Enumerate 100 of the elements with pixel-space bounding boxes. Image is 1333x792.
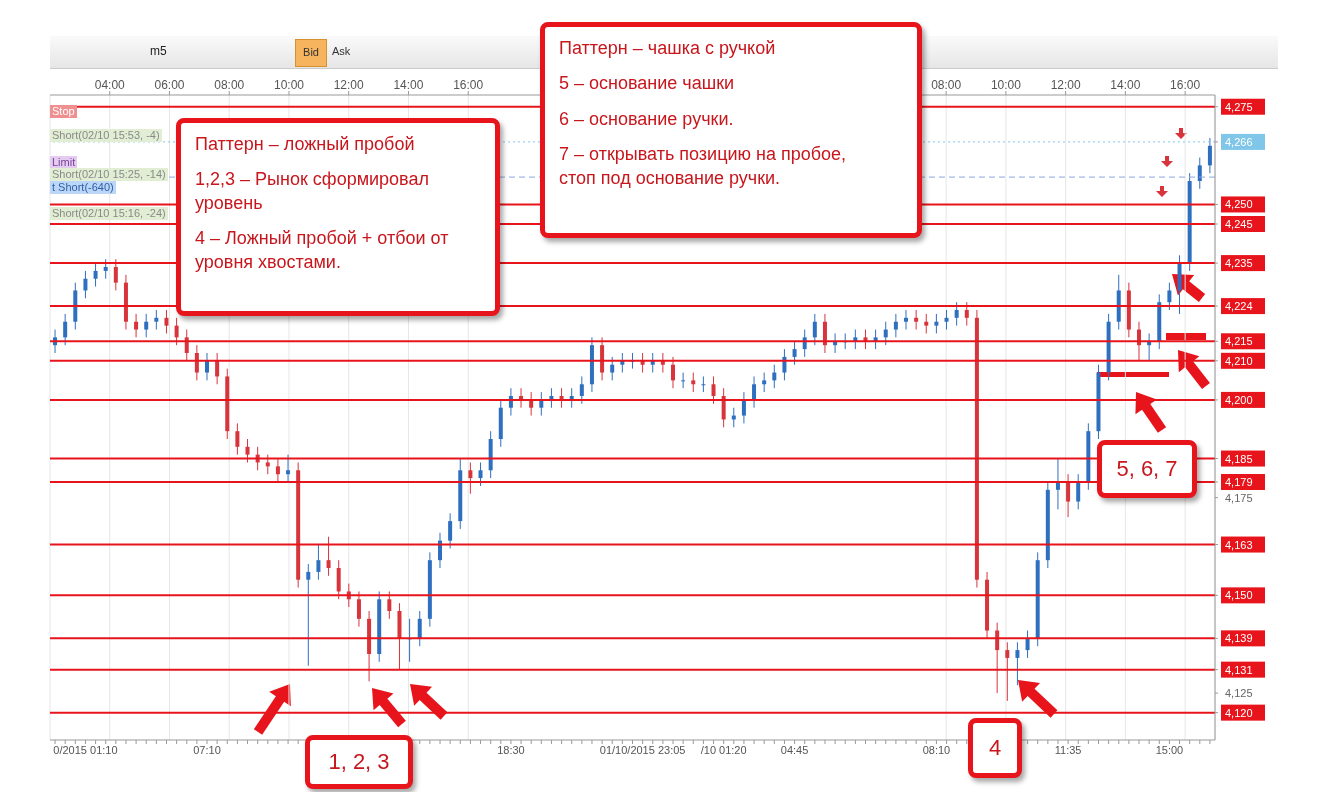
y-tick-label: 4,150 bbox=[1225, 589, 1253, 602]
candlestick bbox=[701, 375, 706, 393]
candlestick bbox=[356, 590, 361, 628]
candlestick bbox=[1055, 458, 1060, 510]
x-tick-label: 07:10 bbox=[193, 743, 221, 756]
candlestick bbox=[1025, 630, 1030, 659]
candlestick bbox=[691, 372, 696, 393]
annotation: 6 – основание ручки. bbox=[559, 107, 735, 131]
candlestick bbox=[326, 536, 331, 577]
annotation: 4 bbox=[988, 733, 1002, 762]
candlestick bbox=[812, 313, 817, 346]
x2-tick-label: 12:00 bbox=[1050, 78, 1081, 92]
candlestick bbox=[468, 461, 473, 495]
y-tick-label: 4,275 bbox=[1225, 100, 1253, 113]
annotation: Limit bbox=[50, 156, 78, 169]
candlestick bbox=[316, 544, 321, 581]
y-tick-label: 4,175 bbox=[1225, 491, 1253, 504]
candlestick bbox=[671, 356, 675, 389]
candlestick bbox=[893, 313, 898, 338]
candlestick bbox=[1197, 157, 1202, 190]
x2-tick-label: 12:00 bbox=[333, 78, 365, 92]
y-tick-label: 4,245 bbox=[1225, 218, 1253, 230]
candlestick bbox=[448, 512, 453, 549]
x2-tick-label: 16:00 bbox=[1170, 78, 1201, 92]
y-tick-label: 4,210 bbox=[1225, 354, 1253, 367]
candlestick bbox=[1005, 641, 1010, 702]
candlestick bbox=[275, 458, 280, 483]
candlestick bbox=[1167, 282, 1172, 311]
candlestick bbox=[83, 270, 88, 299]
x-tick-label: /10 01:20 bbox=[700, 743, 747, 756]
x2-tick-label: 08:00 bbox=[214, 78, 245, 92]
y-tick-label: 4,224 bbox=[1225, 300, 1253, 313]
annotation: Short(02/10 15:25, -14) bbox=[50, 168, 168, 181]
candlestick bbox=[336, 559, 341, 600]
annotation: 1,2,3 – Рынок сформировал уровень bbox=[195, 168, 430, 215]
callout-box: 4 bbox=[968, 718, 1022, 778]
x-tick-label: 01/10/2015 23:05 bbox=[599, 743, 686, 756]
annotation: Short(02/10 15:53, -4) bbox=[50, 129, 162, 142]
y-tick-label: 4,266 bbox=[1225, 135, 1253, 148]
candlestick bbox=[681, 372, 686, 389]
candlestick bbox=[883, 321, 888, 346]
candlestick bbox=[63, 313, 68, 346]
y-tick-label: 4,120 bbox=[1225, 706, 1253, 719]
y-tick-label: 4,131 bbox=[1225, 663, 1253, 676]
candlestick bbox=[529, 391, 534, 417]
candlestick bbox=[194, 344, 199, 381]
candlestick bbox=[174, 317, 179, 346]
candlestick bbox=[235, 422, 240, 456]
y-tick-label: 4,185 bbox=[1225, 452, 1253, 465]
y-tick-label: 4,250 bbox=[1225, 198, 1253, 211]
x2-tick-label: 08:00 bbox=[931, 78, 962, 92]
x2-tick-label: 10:00 bbox=[990, 78, 1022, 92]
button: Bid bbox=[295, 39, 327, 67]
candlestick bbox=[134, 313, 139, 338]
candlestick bbox=[1076, 473, 1081, 510]
candlestick bbox=[245, 438, 250, 463]
candlestick bbox=[792, 340, 797, 366]
candlestick bbox=[539, 391, 544, 417]
candlestick bbox=[205, 352, 209, 381]
x2-tick-label: 16:00 bbox=[453, 78, 484, 92]
candlestick bbox=[1015, 641, 1020, 686]
candlestick bbox=[286, 454, 291, 483]
candlestick bbox=[934, 313, 939, 334]
candlestick bbox=[924, 313, 929, 334]
candlestick bbox=[914, 309, 919, 331]
candlestick bbox=[113, 258, 118, 291]
candlestick bbox=[741, 391, 746, 424]
candlestick bbox=[93, 262, 98, 288]
y-tick-label: 4,200 bbox=[1225, 393, 1253, 406]
x2-tick-label: 14:00 bbox=[1110, 78, 1141, 92]
annotation: 7 – открывать позицию на пробое, стоп под основание ручки. bbox=[559, 143, 848, 190]
candlestick bbox=[387, 590, 392, 620]
x2-tick-label: 06:00 bbox=[154, 78, 185, 92]
callout-box: Паттерн – ложный пробой 1,2,3 – Рынок сформировал уровень 4 – Ложный пробой + отбои от уровня хвостами. bbox=[176, 118, 500, 316]
x-tick-label: 18:30 bbox=[497, 743, 525, 756]
candlestick bbox=[610, 356, 615, 381]
candlestick bbox=[772, 364, 777, 389]
candlestick bbox=[103, 258, 108, 280]
x2-tick-label: 10:00 bbox=[273, 78, 305, 92]
y-tick-label: 4,163 bbox=[1225, 538, 1253, 551]
x-tick-label: 08:10 bbox=[922, 743, 951, 756]
x-tick-label: 11:35 bbox=[1054, 743, 1082, 756]
candlestick bbox=[265, 454, 270, 475]
candlestick bbox=[154, 309, 159, 331]
annotation: Short(02/10 15:16, -24) bbox=[50, 207, 168, 220]
x-tick-label: 04:45 bbox=[780, 743, 809, 756]
candlestick bbox=[964, 301, 969, 327]
candlestick bbox=[944, 309, 949, 331]
candlestick bbox=[1066, 473, 1071, 518]
candlestick bbox=[417, 610, 422, 647]
candlestick bbox=[306, 563, 311, 667]
candlestick bbox=[762, 372, 767, 393]
x-tick-label: 15:00 bbox=[1155, 743, 1184, 756]
x2-tick-label: 04:00 bbox=[94, 78, 126, 92]
candlestick bbox=[954, 301, 959, 327]
candlestick bbox=[904, 309, 908, 331]
x-tick-label: 0/2015 01:10 bbox=[53, 743, 118, 756]
candlestick bbox=[478, 461, 483, 487]
y-tick-label: 4,235 bbox=[1225, 257, 1253, 270]
candlestick bbox=[144, 313, 149, 338]
